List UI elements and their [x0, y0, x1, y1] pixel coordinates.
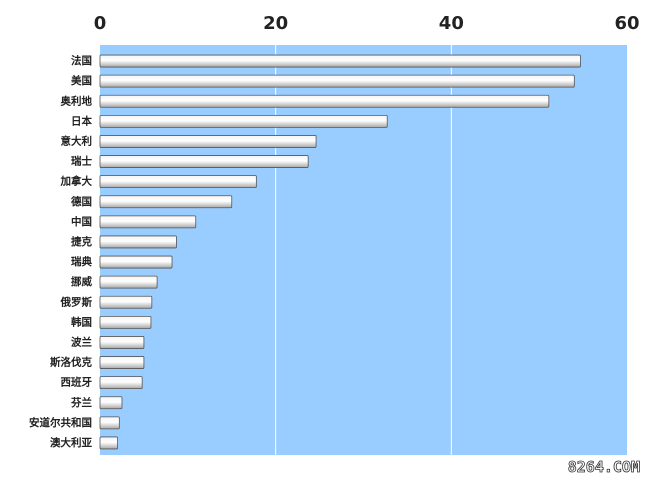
y-tick-label: 斯洛伐克	[50, 356, 92, 369]
bar	[99, 74, 575, 88]
bar	[99, 295, 153, 309]
y-tick-label: 韩国	[71, 315, 92, 328]
y-tick-label: 日本	[71, 114, 92, 127]
y-tick-label: 瑞典	[71, 255, 92, 268]
bar	[99, 215, 197, 229]
bar	[99, 275, 158, 289]
bar	[99, 376, 143, 390]
bar	[99, 416, 120, 430]
y-tick-label: 中国	[71, 215, 92, 228]
y-tick-label: 芬兰	[70, 396, 92, 409]
bar	[99, 235, 177, 249]
y-tick-label: 西班牙	[61, 376, 93, 389]
plot-area	[100, 45, 627, 455]
y-tick-label: 俄罗斯	[60, 295, 93, 308]
bar	[99, 255, 173, 269]
y-tick-label: 挪威	[71, 275, 92, 288]
bar	[99, 356, 145, 369]
bar	[99, 155, 309, 168]
bar	[99, 396, 123, 410]
bar	[99, 94, 550, 108]
bar	[99, 175, 257, 189]
bar	[99, 195, 233, 209]
bar	[99, 315, 152, 329]
x-tick-label: 40	[439, 13, 464, 34]
bar	[99, 336, 145, 349]
bar	[99, 135, 317, 148]
x-tick-label: 60	[614, 13, 639, 34]
y-tick-label: 加拿大	[60, 175, 93, 188]
y-tick-label: 美国	[71, 74, 92, 87]
y-tick-label: 澳大利亚	[50, 436, 92, 449]
bar	[99, 436, 118, 450]
x-tick-label: 20	[263, 13, 288, 34]
x-tick-label: 0	[94, 13, 107, 34]
bar	[99, 114, 388, 128]
y-tick-label: 意大利	[61, 134, 93, 147]
y-tick-label: 瑞士	[71, 155, 92, 168]
y-tick-label: 法国	[71, 54, 92, 67]
y-tick-label: 奥利地	[61, 94, 93, 107]
y-tick-label: 波兰	[71, 335, 92, 348]
watermark: 8264.COM	[568, 458, 640, 476]
y-tick-label: 德国	[70, 195, 92, 208]
y-tick-label: 捷克	[71, 235, 92, 248]
bar	[99, 54, 581, 68]
y-tick-label: 安道尔共和国	[29, 416, 92, 429]
